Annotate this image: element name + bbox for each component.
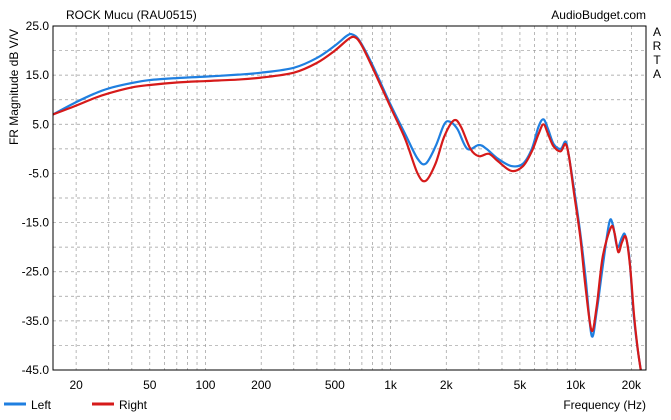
- y-tick-label: -35.0: [22, 314, 50, 328]
- y-tick-label: -15.0: [22, 216, 50, 230]
- y-tick-label: 5.0: [32, 117, 49, 131]
- x-tick-label: 500: [325, 378, 345, 392]
- watermark: AudioBudget.com: [551, 8, 646, 22]
- side-label-letter: A: [653, 25, 661, 39]
- legend-label-left: Left: [31, 398, 52, 412]
- x-tick-label: 100: [195, 378, 215, 392]
- chart-ticks: 25.0 15.0 5.0 -5.0 -15.0 -25.0 -35.0 -45.0 20 50 1…: [22, 19, 642, 392]
- side-label: A R T A: [653, 25, 662, 81]
- x-tick-label: 20k: [622, 378, 642, 392]
- x-tick-label: 200: [251, 378, 271, 392]
- series-line-right: [53, 35, 642, 370]
- y-axis-label: FR Magnitude dB V/V: [7, 29, 21, 145]
- legend-label-right: Right: [119, 398, 148, 412]
- x-tick-label: 10k: [566, 378, 586, 392]
- chart-title: ROCK Mucu (RAU0515): [66, 8, 197, 22]
- x-axis-label: Frequency (Hz): [563, 398, 646, 412]
- side-label-letter: T: [653, 53, 661, 67]
- side-label-letter: A: [653, 67, 661, 81]
- chart-grid: [53, 26, 646, 370]
- x-tick-label: 1k: [384, 378, 398, 392]
- plot-frame: [52, 25, 647, 371]
- y-tick-label: -25.0: [22, 265, 50, 279]
- y-tick-label: 25.0: [26, 19, 50, 33]
- y-tick-label: -5.0: [28, 166, 49, 180]
- side-label-letter: R: [653, 39, 662, 53]
- x-tick-label: 5k: [514, 378, 528, 392]
- x-tick-label: 50: [143, 378, 157, 392]
- legend: Left Right: [4, 398, 148, 412]
- series-line-left: [53, 32, 642, 370]
- x-tick-label: 2k: [440, 378, 454, 392]
- y-tick-label: -45.0: [22, 363, 50, 377]
- plot-series: [53, 32, 642, 370]
- y-tick-label: 15.0: [26, 68, 50, 82]
- x-tick-label: 20: [69, 378, 83, 392]
